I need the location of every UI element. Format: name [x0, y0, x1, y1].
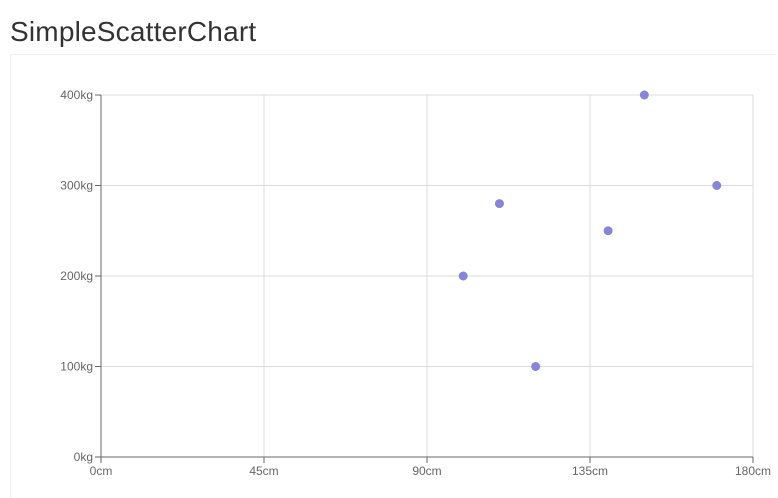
y-tick-label: 300kg	[60, 179, 93, 193]
scatter-point[interactable]	[603, 226, 613, 236]
x-tick-label: 45cm	[249, 464, 278, 478]
grid	[101, 94, 754, 457]
scatter-point[interactable]	[712, 181, 722, 190]
y-axis-ticks: 0kg 100kg 200kg 300kg 400kg	[60, 88, 101, 464]
x-tick-label: 180cm	[735, 464, 771, 478]
scatter-points	[458, 90, 722, 371]
x-tick-label: 135cm	[572, 464, 608, 478]
y-tick-label: 100kg	[60, 360, 93, 374]
y-tick-label: 400kg	[60, 88, 93, 102]
x-axis-ticks: 0cm 45cm 90cm 135cm 180cm	[90, 457, 771, 478]
y-tick-label: 200kg	[60, 269, 93, 283]
x-tick-label: 0cm	[90, 464, 113, 478]
scatter-point[interactable]	[639, 90, 649, 100]
scatter-point[interactable]	[494, 199, 504, 209]
x-tick-label: 90cm	[412, 464, 441, 478]
scatter-point[interactable]	[458, 271, 468, 281]
chart-frame	[10, 54, 776, 498]
scatter-point[interactable]	[531, 362, 541, 371]
page-title: SimpleScatterChart	[10, 16, 257, 47]
y-tick-label: 0kg	[74, 450, 93, 464]
